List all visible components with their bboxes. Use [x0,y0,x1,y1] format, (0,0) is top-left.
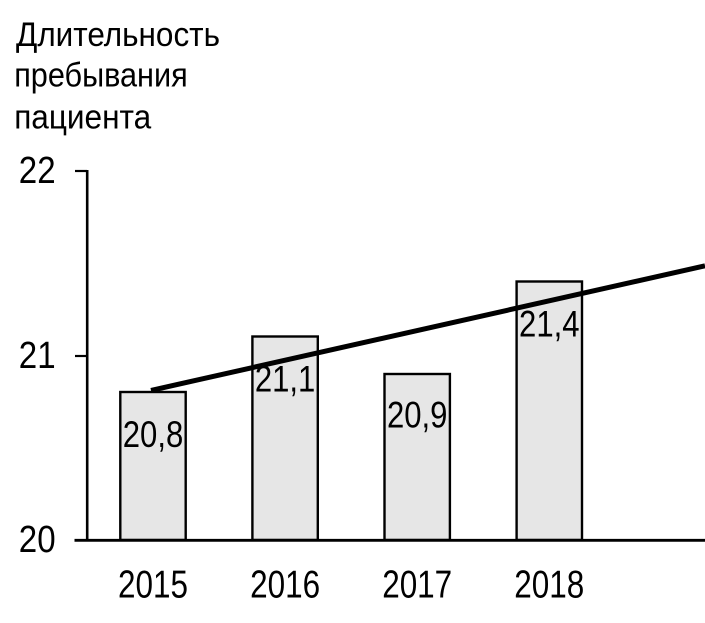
svg-text:пациента: пациента [14,99,152,137]
svg-text:Длительность: Длительность [16,16,220,54]
svg-text:пребывания: пребывания [14,57,188,95]
svg-text:2016: 2016 [250,564,320,607]
svg-text:21,4: 21,4 [519,302,580,344]
svg-text:20,9: 20,9 [387,393,448,435]
svg-text:21: 21 [19,334,56,377]
svg-text:20,8: 20,8 [123,413,184,455]
svg-text:2018: 2018 [514,564,584,607]
svg-text:22: 22 [19,149,56,192]
svg-text:2015: 2015 [118,564,188,607]
svg-text:20: 20 [19,518,56,561]
svg-text:2017: 2017 [382,564,452,607]
